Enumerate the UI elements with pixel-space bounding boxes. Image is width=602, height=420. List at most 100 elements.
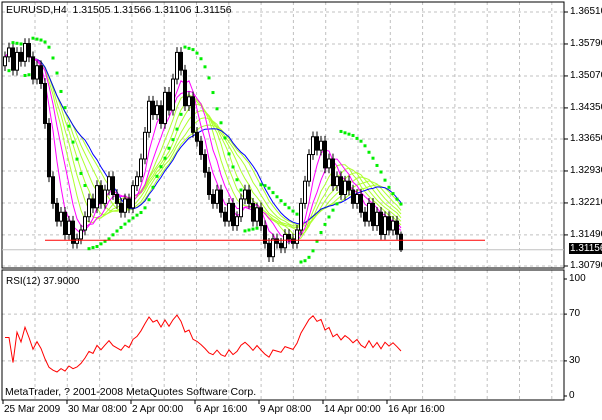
bull-candle — [7, 47, 11, 58]
bear-candle — [359, 194, 363, 213]
copyright-text: MetaTrader, ? 2001-2008 MetaQuotes Softw… — [5, 386, 257, 398]
sar-dot — [291, 209, 295, 213]
price-axis-label: 1.35070 — [570, 69, 602, 81]
bull-candle — [107, 176, 111, 191]
bear-candle — [19, 51, 23, 62]
sar-dot — [243, 229, 247, 233]
bull-candle — [171, 78, 175, 111]
sar-dot — [395, 197, 399, 201]
sar-dot — [47, 45, 51, 49]
bull-candle — [319, 140, 323, 151]
time-axis-label: 16 Apr 16:00 — [388, 404, 445, 415]
sar-dot — [59, 89, 63, 93]
sar-dot — [11, 41, 15, 45]
sar-dot — [307, 255, 311, 259]
bull-candle — [79, 229, 83, 240]
sar-dot — [247, 228, 251, 232]
bear-candle — [199, 140, 203, 156]
bull-candle — [355, 194, 359, 204]
bull-candle — [59, 211, 63, 222]
sar-dot — [283, 202, 287, 206]
bear-candle — [39, 65, 43, 84]
bear-candle — [279, 242, 283, 249]
current-price-label: 1.31156 — [569, 243, 602, 254]
bear-candle — [247, 189, 251, 204]
bear-candle — [363, 211, 367, 222]
sar-dot — [95, 245, 99, 249]
sar-dot — [15, 41, 19, 45]
sar-dot — [43, 40, 47, 44]
bear-candle — [339, 176, 343, 196]
sar-dot — [359, 139, 363, 143]
bear-candle — [71, 220, 75, 244]
bear-candle — [99, 185, 103, 204]
sar-dot — [175, 127, 179, 131]
price-axis-label: 1.31490 — [570, 228, 602, 240]
sar-dot — [139, 211, 143, 215]
bull-candle — [303, 180, 307, 204]
bear-candle — [259, 207, 263, 227]
sar-dot — [67, 124, 71, 128]
bull-candle — [3, 56, 7, 67]
ma-ribbon-line — [4, 51, 402, 232]
sar-dot — [219, 121, 223, 125]
sar-dot — [287, 206, 291, 210]
sar-dot — [179, 112, 183, 116]
bull-candle — [15, 51, 19, 71]
sar-dot — [63, 106, 67, 110]
bear-candle — [251, 202, 255, 222]
bull-candle — [335, 176, 339, 187]
time-axis-label: 2 Apr 00:00 — [132, 404, 184, 415]
sar-dot — [363, 144, 367, 148]
bear-candle — [159, 105, 163, 124]
bear-candle — [379, 211, 383, 235]
bear-candle — [347, 180, 351, 191]
sar-dot — [51, 56, 55, 60]
bear-candle — [219, 189, 223, 213]
bear-candle — [51, 176, 55, 204]
sar-dot — [135, 213, 139, 217]
sar-dot — [339, 129, 343, 133]
sar-dot — [331, 208, 335, 212]
sar-dot — [347, 132, 351, 136]
bull-candle — [307, 154, 311, 182]
bull-candle — [123, 198, 127, 213]
price-axis-label: 1.35790 — [570, 37, 602, 49]
bear-candle — [231, 202, 235, 227]
bear-candle — [31, 56, 35, 80]
sar-dot — [83, 183, 87, 187]
time-axis-label: 14 Apr 00:00 — [324, 404, 381, 415]
bear-candle — [55, 202, 59, 222]
price-axis-label: 1.30790 — [570, 260, 602, 271]
sar-dot — [223, 136, 227, 140]
bear-candle — [115, 194, 119, 204]
price-axis-label: 1.32930 — [570, 164, 602, 176]
sar-dot — [99, 242, 103, 246]
bear-candle — [387, 216, 391, 231]
sar-dot — [327, 215, 331, 219]
bull-candle — [67, 220, 71, 235]
price-axis-label: 1.34350 — [570, 101, 602, 113]
bull-candle — [143, 131, 147, 160]
sar-dot — [227, 152, 231, 156]
price-axis-label: 1.32210 — [570, 196, 602, 208]
bull-candle — [227, 202, 231, 222]
rsi-axis-label: 70 — [569, 308, 581, 320]
bull-candle — [175, 51, 179, 80]
bear-candle — [191, 96, 195, 133]
bull-candle — [75, 238, 79, 244]
bull-candle — [383, 216, 387, 235]
sar-dot — [79, 171, 83, 175]
bear-candle — [399, 233, 403, 251]
sar-dot — [251, 227, 255, 231]
rsi-axis-label: 30 — [569, 354, 581, 366]
bull-candle — [23, 43, 27, 62]
sar-dot — [315, 239, 319, 243]
sar-dot — [271, 191, 275, 195]
time-axis-label: 6 Apr 16:00 — [196, 404, 248, 415]
bear-candle — [91, 198, 95, 209]
bear-candle — [195, 131, 199, 142]
sar-dot — [383, 178, 387, 182]
sar-dot — [75, 157, 79, 161]
